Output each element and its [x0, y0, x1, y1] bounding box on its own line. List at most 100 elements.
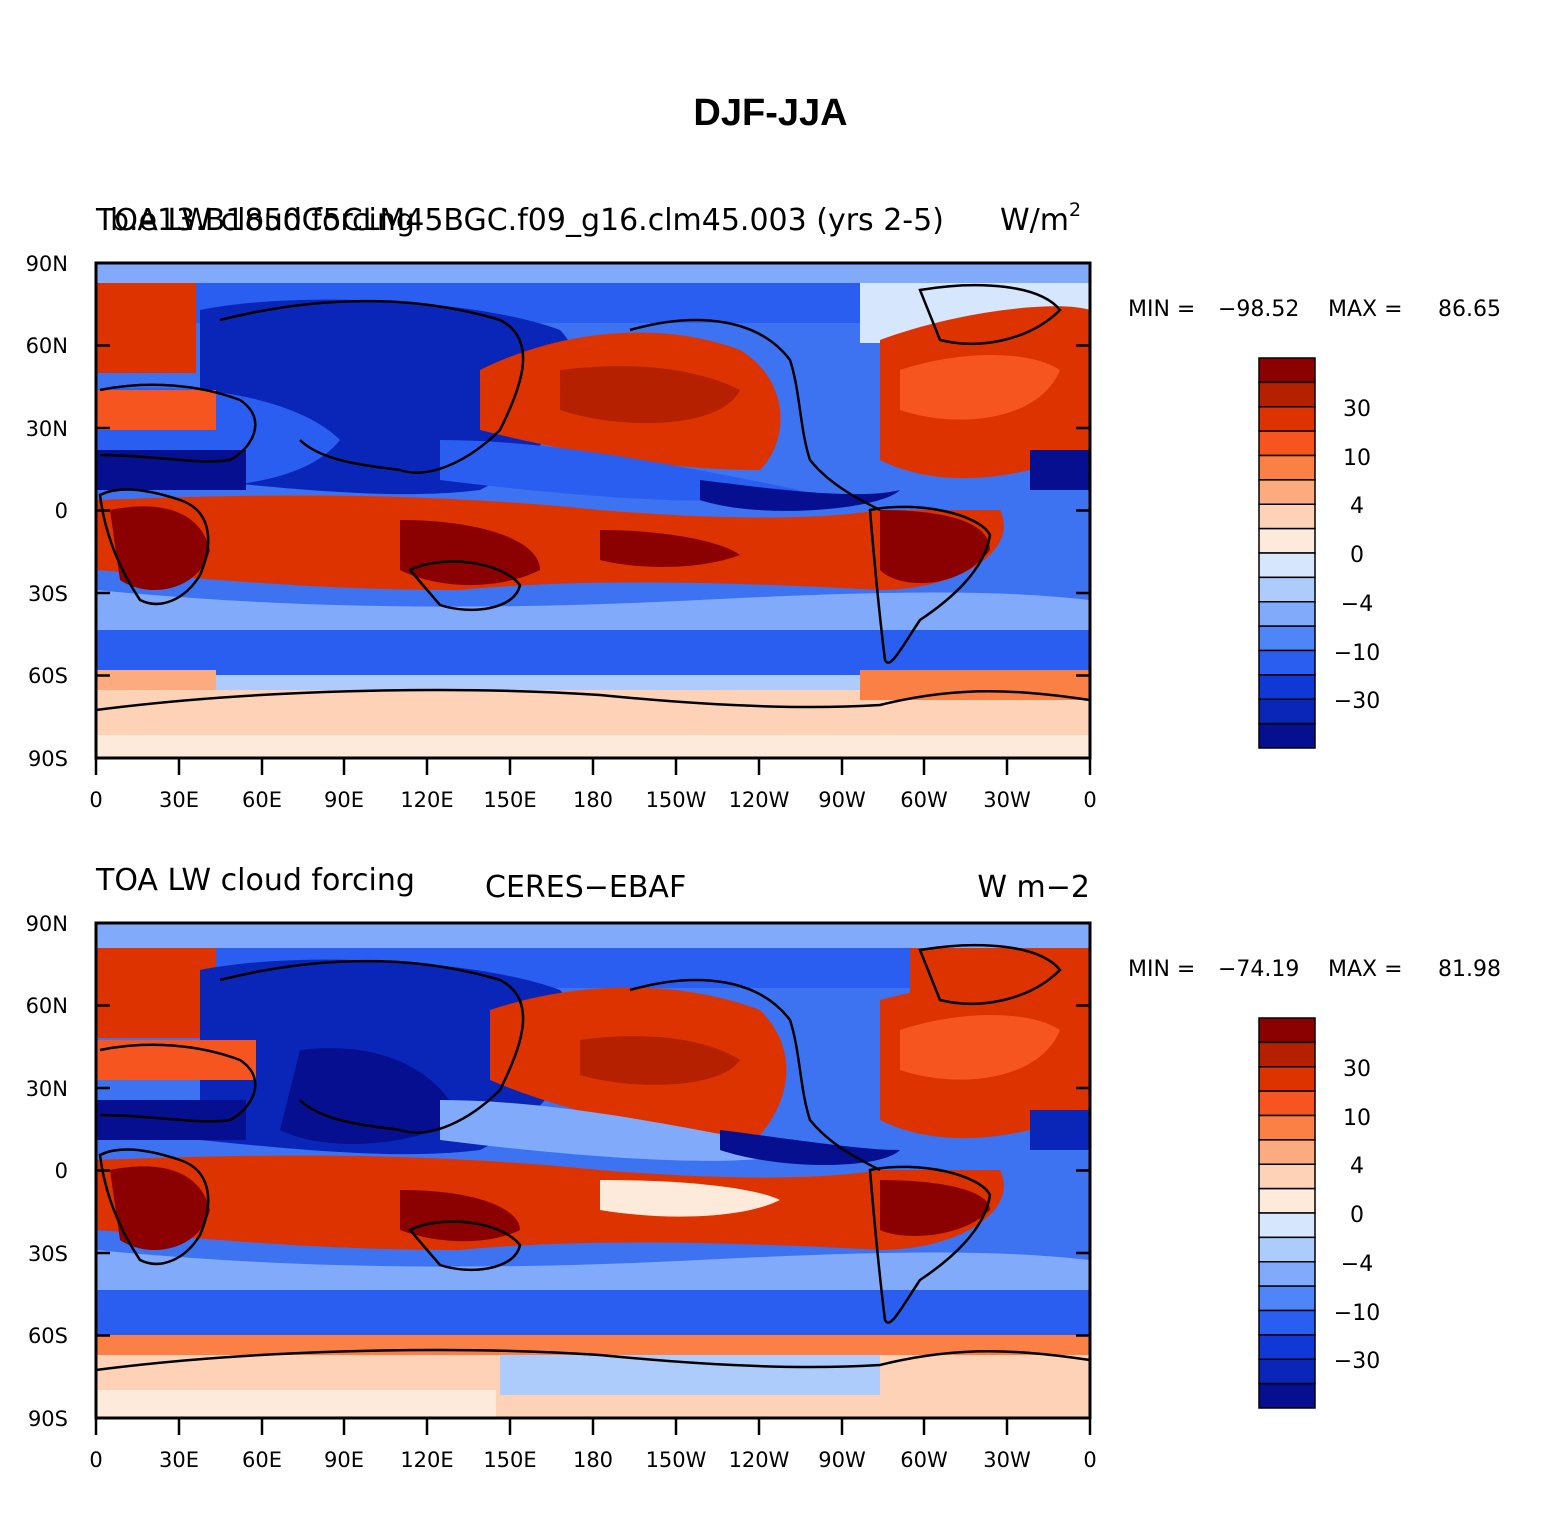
lat-label: 0 [55, 1159, 68, 1183]
min-label: MIN = [1128, 957, 1195, 982]
longitude-axis [94, 1418, 1092, 1435]
colorbar-swatch [1258, 1358, 1316, 1385]
lon-label: 90W [818, 788, 866, 812]
lon-label: 60W [900, 1448, 948, 1472]
colorbar-swatch [1258, 698, 1316, 725]
lat-label: 60S [28, 1324, 68, 1348]
colorbar-swatch [1258, 406, 1316, 432]
colorbar-swatch [1258, 1163, 1316, 1190]
colorbar-swatch [1258, 1334, 1316, 1360]
colorbar [1258, 357, 1316, 749]
panel-units: W/m2 [1000, 199, 1081, 238]
colorbar-label: −30 [1334, 689, 1380, 714]
colorbar-swatch [1258, 1309, 1316, 1336]
lon-label: 60E [242, 1448, 282, 1472]
lon-label: 120E [400, 788, 453, 812]
max-label: MAX = [1328, 957, 1403, 982]
colorbar-swatch [1258, 1114, 1316, 1141]
panel-units: W m−2 [977, 870, 1090, 905]
colorbar-label: −10 [1334, 1301, 1380, 1326]
colorbar-label: 10 [1343, 446, 1371, 471]
colorbar-swatch [1258, 1382, 1316, 1409]
lon-label: 60E [242, 788, 282, 812]
latitude-axis [96, 921, 1090, 1420]
latitude-axis [96, 261, 1090, 760]
colorbar-swatch [1258, 1285, 1316, 1312]
colorbar-swatch [1258, 1261, 1316, 1287]
lat-label: 30S [28, 1242, 68, 1266]
colorbar-swatch [1258, 527, 1316, 554]
lat-label: 30N [26, 417, 68, 441]
lon-label: 150E [483, 788, 536, 812]
lat-label: 30S [28, 582, 68, 606]
lon-label: 30W [983, 788, 1031, 812]
max-value: 81.98 [1438, 957, 1501, 982]
colorbar-swatch [1258, 430, 1316, 457]
lon-label: 30E [159, 1448, 199, 1472]
lon-label: 90E [324, 788, 364, 812]
panel-model: TOA LW cloud forcing b.e13.B1850C5CLM45B… [26, 199, 1501, 812]
colorbar-swatch [1258, 454, 1316, 481]
colorbar-swatch [1258, 601, 1316, 627]
lon-label: 120E [400, 1448, 453, 1472]
max-label: MAX = [1328, 297, 1403, 322]
lon-label: 180 [573, 788, 613, 812]
colorbar-label: 4 [1350, 1154, 1364, 1179]
lon-label: 30W [983, 1448, 1031, 1472]
min-label: MIN = [1128, 297, 1195, 322]
panel-title-case: b.e13.B1850C5CLM45BGC.f09_g16.clm45.003 … [110, 203, 944, 238]
lat-label: 0 [55, 499, 68, 523]
colorbar-swatch [1258, 503, 1316, 530]
coastlines [95, 943, 1091, 1372]
colorbar-swatch [1258, 1139, 1316, 1165]
lat-label: 90N [26, 912, 68, 936]
colorbar-label: 30 [1343, 397, 1371, 422]
coastlines [95, 283, 1091, 712]
colorbar-swatch [1258, 552, 1316, 579]
lon-label: 0 [89, 788, 102, 812]
colorbar-swatch [1258, 722, 1316, 749]
lat-label: 90S [28, 747, 68, 771]
lon-label: 180 [573, 1448, 613, 1472]
max-value: 86.65 [1438, 297, 1501, 322]
colorbar-swatch [1258, 1212, 1316, 1239]
colorbar-label: 30 [1343, 1057, 1371, 1082]
colorbar-swatch [1258, 357, 1316, 384]
panel-title-left: TOA LW cloud forcing [95, 863, 415, 898]
lon-label: 150W [646, 788, 707, 812]
colorbar-swatch [1258, 1066, 1316, 1092]
colorbar-label: −4 [1341, 592, 1373, 617]
map-field [96, 923, 1090, 1418]
lon-label: 150E [483, 1448, 536, 1472]
colorbar-swatch [1258, 1090, 1316, 1117]
min-value: −98.52 [1218, 297, 1299, 322]
lon-label: 120W [729, 1448, 790, 1472]
panel-title-left: TOA LW cloud forcing [95, 203, 415, 238]
lon-label: 30E [159, 788, 199, 812]
lat-label: 90N [26, 252, 68, 276]
lon-label: 150W [646, 1448, 707, 1472]
colorbar-label: 4 [1350, 494, 1364, 519]
lat-label: 60S [28, 664, 68, 688]
lat-label: 60N [26, 994, 68, 1018]
lon-label: 120W [729, 788, 790, 812]
lon-label: 90E [324, 1448, 364, 1472]
figure-title: DJF-JJA [693, 92, 848, 134]
colorbar-label: 10 [1343, 1106, 1371, 1131]
colorbar-swatch [1258, 1187, 1316, 1214]
colorbar-label: −10 [1334, 641, 1380, 666]
colorbar-swatch [1258, 479, 1316, 505]
panel-observations: TOA LW cloud forcing CERES−EBAF W m−2 [26, 863, 1501, 1472]
colorbar-label: 0 [1350, 1203, 1364, 1228]
colorbar-swatch [1258, 674, 1316, 700]
colorbar-swatch [1258, 649, 1316, 676]
lon-label: 0 [1083, 1448, 1096, 1472]
colorbar-label: −4 [1341, 1252, 1373, 1277]
lon-label: 0 [1083, 788, 1096, 812]
colorbar-swatch [1258, 381, 1316, 408]
lat-label: 30N [26, 1077, 68, 1101]
longitude-axis [94, 758, 1092, 775]
colorbar-swatch [1258, 576, 1316, 603]
colorbar [1258, 1017, 1316, 1409]
lat-label: 90S [28, 1407, 68, 1431]
